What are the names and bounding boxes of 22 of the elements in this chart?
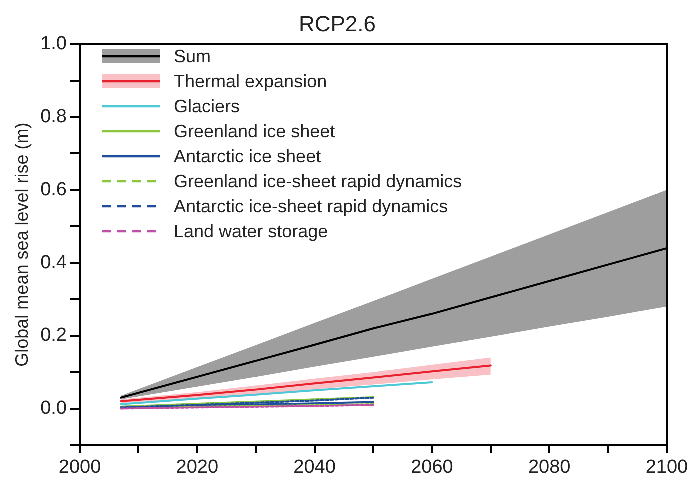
x-tick-label: 2000 [58, 456, 102, 478]
legend-label: Sum [174, 46, 212, 66]
x-tick-label: 2100 [646, 456, 688, 478]
legend-label: Antarctic ice-sheet rapid dynamics [174, 196, 448, 216]
y-tick-label: 0.0 [40, 398, 68, 419]
x-tick-label: 2080 [528, 456, 571, 478]
x-tick-label: 2040 [294, 456, 336, 478]
y-axis-title: Global mean sea level rise (m) [12, 122, 32, 367]
y-tick-label: 0.4 [40, 252, 68, 274]
y-tick-label: 0.2 [40, 325, 68, 346]
legend-label: Antarctic ice sheet [174, 146, 322, 166]
y-tick-label: 0.6 [40, 179, 68, 200]
legend-label: Land water storage [174, 221, 328, 242]
y-tick-label: 0.8 [40, 106, 68, 128]
legend-label: Greenland ice sheet [174, 121, 336, 142]
x-tick-label: 2020 [176, 456, 219, 478]
legend-label: Glaciers [174, 96, 240, 116]
chart-title: RCP2.6 [298, 11, 376, 36]
legend-label: Greenland ice-sheet rapid dynamics [174, 171, 462, 192]
legend-label: Thermal expansion [174, 71, 328, 92]
y-tick-label: 1.0 [40, 34, 68, 55]
x-tick-label: 2060 [411, 456, 454, 478]
